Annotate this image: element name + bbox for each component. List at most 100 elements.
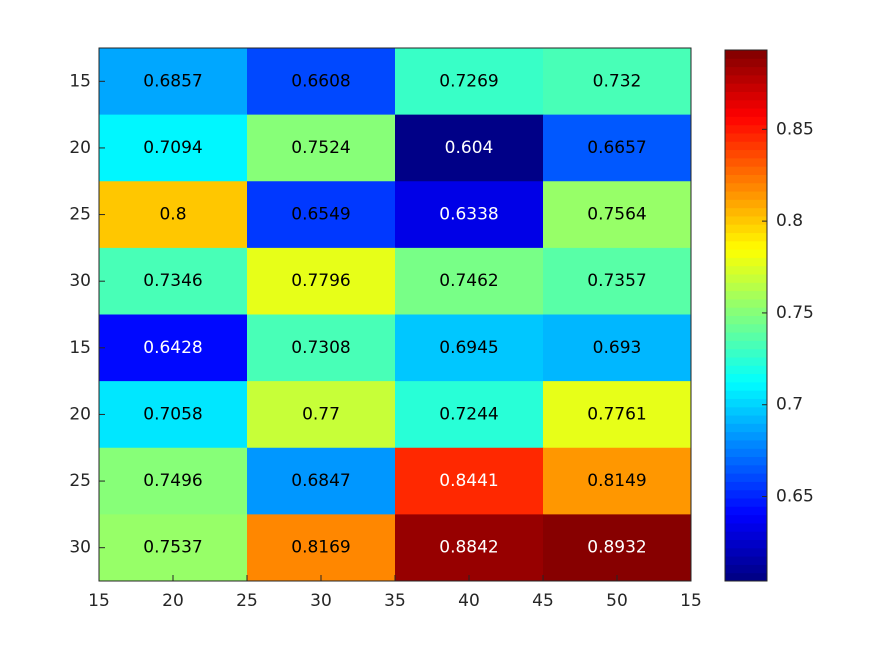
- cell: [99, 314, 248, 382]
- cell: [543, 381, 692, 449]
- cell-label: 0.6428: [143, 338, 202, 358]
- cell-label: 0.6657: [587, 138, 646, 158]
- colorbar-band: [725, 431, 767, 441]
- colorbar-band: [725, 58, 767, 68]
- x-tick-label: 50: [606, 591, 628, 611]
- colorbar-band: [725, 257, 767, 267]
- cell: [99, 381, 248, 449]
- colorbar-band: [725, 348, 767, 358]
- cell-label: 0.604: [445, 138, 494, 158]
- cell-label: 0.8: [159, 205, 186, 225]
- cell-label: 0.7564: [587, 205, 646, 225]
- colorbar-band: [725, 174, 767, 184]
- x-tick-label: 40: [458, 591, 480, 611]
- colorbar-band: [725, 108, 767, 117]
- colorbar-band: [725, 99, 767, 109]
- colorbar-tick-label: 0.8: [776, 211, 803, 231]
- cell: [99, 48, 248, 116]
- cell-label: 0.8441: [439, 471, 498, 491]
- cell-label: 0.6338: [439, 205, 498, 225]
- cell-label: 0.77: [302, 404, 340, 424]
- y-tick-label: 20: [69, 138, 91, 158]
- cell-label: 0.6549: [291, 205, 350, 225]
- colorbar-band: [725, 149, 767, 159]
- cell-label: 0.8149: [587, 471, 646, 491]
- colorbar-band: [725, 531, 767, 541]
- cell-label: 0.7346: [143, 271, 202, 291]
- colorbar-band: [725, 307, 767, 316]
- cell: [543, 314, 692, 382]
- cell: [99, 181, 248, 249]
- colorbar-band: [725, 232, 767, 242]
- cell: [543, 447, 692, 515]
- colorbar-band: [725, 398, 767, 408]
- y-tick-label: 15: [69, 338, 91, 358]
- colorbar-band: [725, 182, 767, 192]
- colorbar-band: [725, 191, 767, 200]
- x-tick-label: 30: [310, 591, 332, 611]
- y-tick-label: 30: [69, 538, 91, 558]
- colorbar-band: [725, 423, 767, 433]
- colorbar-band: [725, 539, 767, 549]
- colorbar-band: [725, 74, 767, 84]
- cell-label: 0.6847: [291, 471, 350, 491]
- colorbar-band: [725, 489, 767, 499]
- colorbar-tick-label: 0.65: [776, 487, 814, 507]
- colorbar-band: [725, 124, 767, 134]
- colorbar-band: [725, 83, 767, 92]
- cell-label: 0.7796: [291, 271, 350, 291]
- cell-label: 0.7524: [291, 138, 350, 158]
- cell: [99, 447, 248, 515]
- colorbar-band: [725, 323, 767, 333]
- cell-label: 0.7537: [143, 538, 202, 558]
- cell: [395, 314, 544, 382]
- cell: [543, 514, 692, 582]
- colorbar-band: [725, 157, 767, 167]
- colorbar-band: [725, 249, 767, 258]
- colorbar-band: [725, 340, 767, 350]
- colorbar-band: [725, 91, 767, 101]
- colorbar-band: [725, 66, 767, 76]
- colorbar-band: [725, 439, 767, 449]
- colorbar-band: [725, 224, 767, 234]
- colorbar-band: [725, 415, 767, 424]
- colorbar-band: [725, 473, 767, 482]
- x-tick-label: 45: [532, 591, 554, 611]
- cell: [99, 247, 248, 315]
- cell-label: 0.7496: [143, 471, 202, 491]
- colorbar-band: [725, 406, 767, 416]
- cell-label: 0.8842: [439, 538, 498, 558]
- cell: [395, 447, 544, 515]
- y-tick-label: 20: [69, 404, 91, 424]
- colorbar-band: [725, 547, 767, 557]
- colorbar-band: [725, 390, 767, 399]
- colorbar-band: [725, 448, 767, 458]
- cell: [543, 247, 692, 315]
- cell: [247, 447, 396, 515]
- cell-label: 0.6608: [291, 71, 350, 91]
- colorbar-tick-label: 0.7: [776, 395, 803, 415]
- colorbar-band: [725, 464, 767, 474]
- colorbar-tick-label: 0.85: [776, 119, 814, 139]
- colorbar-band: [725, 381, 767, 391]
- colorbar-band: [725, 456, 767, 466]
- cell: [543, 114, 692, 182]
- cell-label: 0.6857: [143, 71, 202, 91]
- x-tick-label: 15: [680, 591, 702, 611]
- cell-label: 0.732: [593, 71, 642, 91]
- colorbar-band: [725, 199, 767, 209]
- x-tick-label: 25: [236, 591, 258, 611]
- cell-label: 0.8169: [291, 538, 350, 558]
- cell: [543, 48, 692, 116]
- cell: [395, 514, 544, 582]
- cell-label: 0.6945: [439, 338, 498, 358]
- x-tick-label: 15: [88, 591, 110, 611]
- cell-label: 0.7761: [587, 404, 646, 424]
- colorbar-band: [725, 132, 767, 142]
- cell-label: 0.7308: [291, 338, 350, 358]
- cell: [247, 181, 396, 249]
- colorbar-band: [725, 564, 767, 574]
- cell: [247, 114, 396, 182]
- cell-label: 0.7094: [143, 138, 202, 158]
